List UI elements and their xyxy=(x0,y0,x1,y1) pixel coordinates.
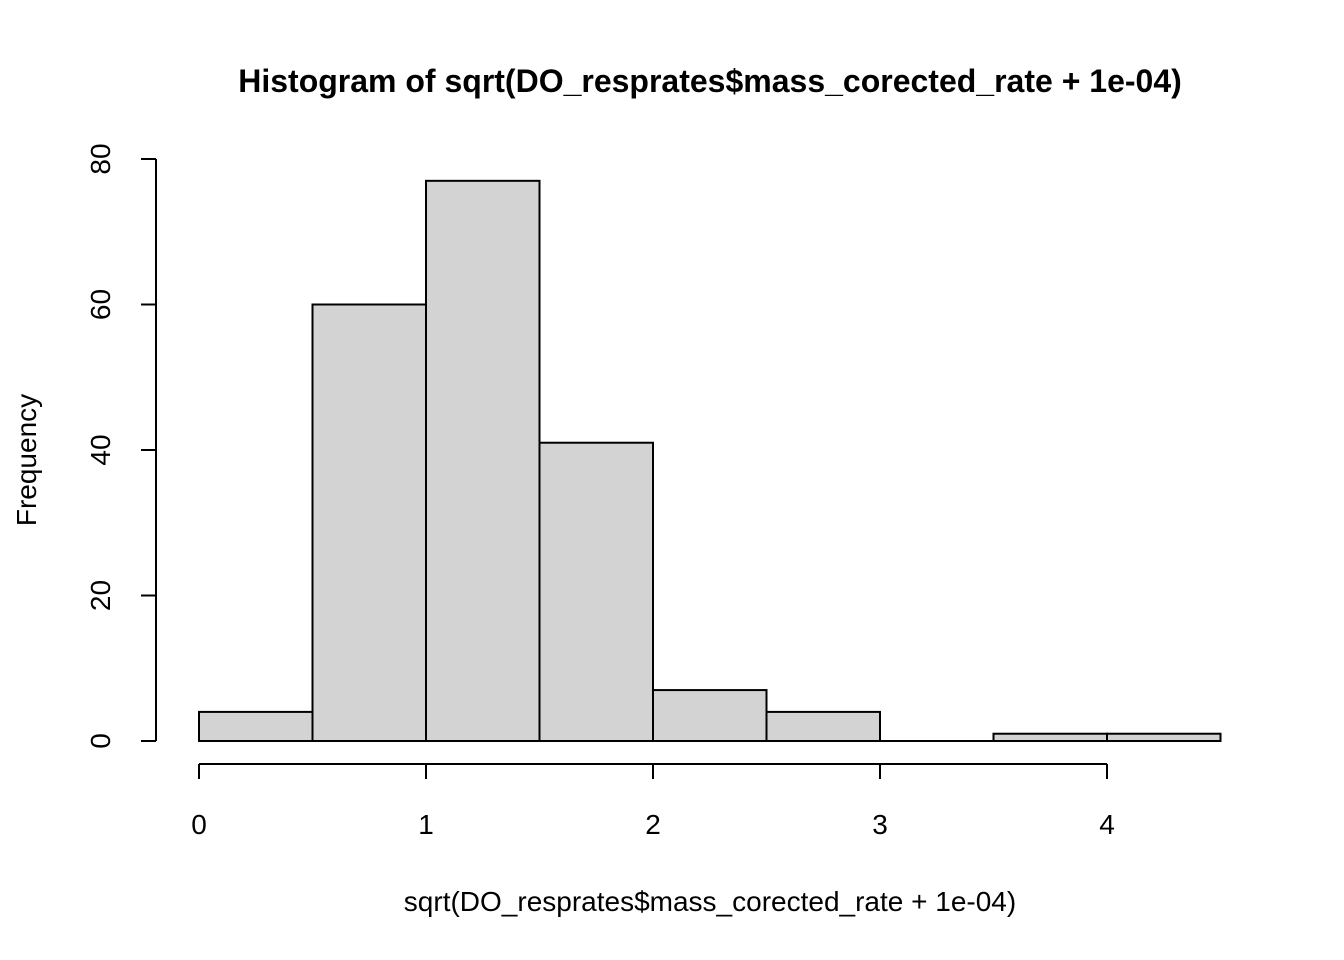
y-tick-label-40: 40 xyxy=(85,434,116,465)
x-tick-label-0: 0 xyxy=(191,809,207,840)
x-tick-label-4: 4 xyxy=(1099,809,1115,840)
histogram-bar-8 xyxy=(1106,732,1222,742)
x-tick-label-2: 2 xyxy=(645,809,661,840)
x-tick-label-3: 3 xyxy=(872,809,888,840)
y-axis: 0 20 40 60 80 xyxy=(85,143,157,749)
chart-title: Histogram of sqrt(DO_resprates$mass_core… xyxy=(238,63,1182,99)
y-axis-label: Frequency xyxy=(11,394,42,526)
x-axis-label: sqrt(DO_resprates$mass_corected_rate + 1… xyxy=(404,886,1016,917)
histogram-bar-1 xyxy=(311,303,427,742)
histogram-bar-7 xyxy=(992,732,1108,742)
y-tick-label-60: 60 xyxy=(85,289,116,320)
y-tick-label-80: 80 xyxy=(85,143,116,174)
x-axis: 0 1 2 3 4 xyxy=(191,763,1115,840)
histogram-bar-4 xyxy=(652,689,768,743)
y-tick-label-20: 20 xyxy=(85,580,116,611)
histogram-bar-5 xyxy=(765,710,881,743)
histogram-bar-3 xyxy=(538,441,654,742)
histogram-bar-0 xyxy=(198,710,314,743)
histogram-bar-2 xyxy=(425,179,541,742)
x-tick-label-1: 1 xyxy=(418,809,434,840)
y-tick-label-0: 0 xyxy=(85,733,116,749)
bars-group xyxy=(198,179,1222,743)
